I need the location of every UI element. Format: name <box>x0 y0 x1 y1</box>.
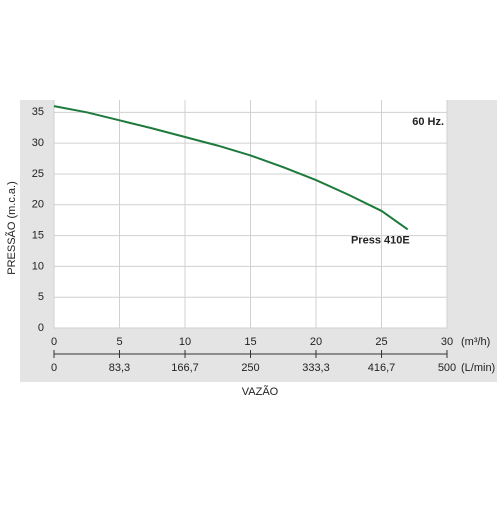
y-tick-label: 10 <box>32 260 44 272</box>
x2-tick-label: 333,3 <box>302 362 330 374</box>
x2-tick-label: 83,3 <box>109 362 130 374</box>
y-tick-label: 0 <box>38 322 44 334</box>
y-tick-label: 35 <box>32 106 44 118</box>
x2-unit: (L/min) <box>461 362 495 374</box>
y-tick-label: 20 <box>32 199 44 211</box>
x2-tick-label: 166,7 <box>171 362 199 374</box>
x2-tick-label: 0 <box>51 362 57 374</box>
x2-tick-label: 500 <box>438 362 456 374</box>
data-line <box>53 105 409 231</box>
x-tick-label: 20 <box>310 336 322 348</box>
x-axis-label: VAZÃO <box>242 385 279 398</box>
x-tick-label: 30 <box>441 336 453 348</box>
x2-tick-label: 416,7 <box>368 362 396 374</box>
y-tick-label: 5 <box>38 291 44 303</box>
annotation: 60 Hz. <box>412 116 444 128</box>
x-tick-label: 10 <box>179 336 191 348</box>
y-tick-label: 15 <box>32 229 44 241</box>
x-tick-label: 0 <box>51 336 57 348</box>
x-tick-label: 25 <box>375 336 387 348</box>
x-unit: (m³/h) <box>461 336 490 348</box>
x-tick-label: 15 <box>244 336 256 348</box>
x2-tick-label: 250 <box>241 362 259 374</box>
y-tick-label: 30 <box>32 137 44 149</box>
y-tick-label: 25 <box>32 168 44 180</box>
series-label: Press 410E <box>351 234 410 246</box>
x-tick-label: 5 <box>116 336 122 348</box>
y-axis-label: PRESSÃO (m.c.a.) <box>5 181 18 275</box>
